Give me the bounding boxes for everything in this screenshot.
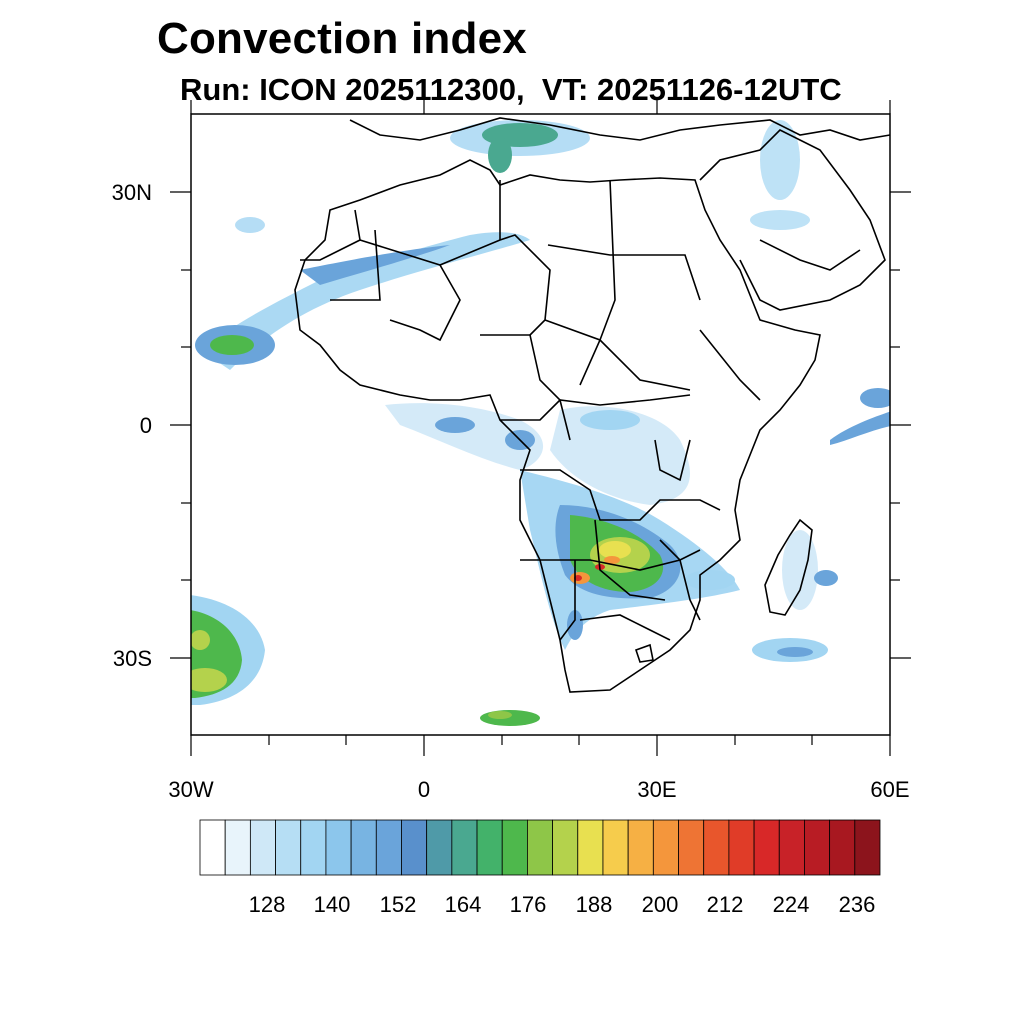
colorbar-swatch	[678, 819, 705, 876]
country-border	[480, 334, 571, 441]
africa-coastline	[294, 159, 821, 693]
convection-area	[750, 210, 810, 230]
colorbar-swatch	[224, 819, 251, 876]
colorbar-swatch	[426, 819, 453, 876]
convection-area	[191, 630, 210, 650]
convection-area	[599, 541, 631, 559]
colorbar-swatch	[527, 819, 553, 876]
country-border	[759, 239, 861, 271]
colorbar-labels: 128 140 152 164 176 188 200 212 224 236	[249, 892, 876, 917]
convection-area	[777, 647, 813, 657]
country-border	[544, 319, 691, 391]
colorbar-swatch	[728, 819, 755, 876]
convection-area	[235, 217, 265, 233]
lat-label-30s: 30S	[113, 646, 152, 671]
colorbar	[199, 819, 881, 876]
colorbar-swatch	[476, 819, 503, 876]
convection-area	[685, 570, 735, 590]
country-border	[654, 439, 691, 482]
colorbar-swatch	[451, 819, 478, 876]
colorbar-label: 188	[576, 892, 613, 917]
lat-label-0: 0	[140, 413, 152, 438]
colorbar-label: 152	[380, 892, 417, 917]
colorbar-swatch	[325, 819, 352, 876]
colorbar-swatch	[350, 819, 377, 876]
country-border	[389, 264, 461, 342]
convection-area	[580, 410, 640, 430]
convection-area	[550, 406, 690, 505]
madagascar-outline	[764, 518, 813, 616]
country-border	[579, 614, 671, 641]
colorbar-label: 236	[839, 892, 876, 917]
convection-area	[300, 245, 450, 285]
colorbar-swatch	[249, 819, 276, 876]
colorbar-swatch	[199, 819, 226, 876]
colorbar-swatch	[854, 819, 881, 876]
europe-coastline	[349, 117, 890, 141]
country-border	[579, 179, 616, 386]
convection-area	[191, 668, 227, 692]
country-border	[699, 329, 761, 401]
colorbar-swatch	[577, 819, 604, 876]
colorbar-swatch	[501, 819, 528, 876]
colorbar-swatch	[652, 819, 679, 876]
convection-area	[782, 530, 818, 610]
convection-area	[435, 417, 475, 433]
colorbar-label: 128	[249, 892, 286, 917]
colorbar-label: 200	[642, 892, 679, 917]
colorbar-swatch	[275, 819, 302, 876]
colorbar-swatch	[753, 819, 780, 876]
country-border	[520, 469, 721, 521]
colorbar-swatch	[627, 819, 654, 876]
convection-field	[191, 120, 890, 726]
country-border	[330, 229, 381, 301]
convection-area	[210, 335, 254, 355]
colorbar-swatch	[703, 819, 730, 876]
map-title: Convection index	[157, 14, 527, 63]
lon-label-60e: 60E	[870, 777, 909, 802]
lake-outline	[634, 643, 654, 663]
country-border	[559, 560, 576, 641]
colorbar-swatch	[804, 819, 831, 876]
convection-area	[860, 388, 890, 408]
country-border	[659, 539, 701, 621]
colorbar-label: 164	[445, 892, 482, 917]
colorbar-swatch	[401, 819, 428, 876]
convection-area	[567, 610, 583, 640]
country-border	[547, 244, 701, 301]
colorbar-label: 140	[314, 892, 351, 917]
colorbar-swatch	[602, 819, 629, 876]
colorbar-label: 176	[510, 892, 547, 917]
lon-label-30w: 30W	[168, 777, 213, 802]
colorbar-label: 212	[707, 892, 744, 917]
country-border	[594, 519, 666, 601]
map-outlines	[294, 117, 890, 693]
convection-area	[480, 710, 540, 726]
arabia-coastline	[699, 129, 886, 311]
colorbar-swatch	[552, 819, 579, 876]
convection-area	[574, 575, 582, 581]
country-border	[300, 209, 361, 261]
country-border	[520, 549, 701, 571]
lon-label-0: 0	[418, 777, 430, 802]
colorbar-swatch	[778, 819, 805, 876]
convection-area	[830, 411, 890, 445]
lon-label-30e: 30E	[637, 777, 676, 802]
colorbar-swatch	[300, 819, 327, 876]
convection-area	[814, 570, 838, 586]
colorbar-swatch	[829, 819, 856, 876]
convection-area	[604, 556, 620, 564]
convection-area	[488, 711, 512, 719]
convection-area	[488, 137, 512, 173]
axis-ticks	[170, 100, 911, 756]
country-border	[500, 394, 691, 421]
colorbar-swatch	[375, 819, 402, 876]
colorbar-label: 224	[773, 892, 810, 917]
map-subtitle: Run: ICON 2025112300, VT: 20251126-12UTC	[180, 72, 842, 107]
lat-label-30n: 30N	[112, 180, 152, 205]
